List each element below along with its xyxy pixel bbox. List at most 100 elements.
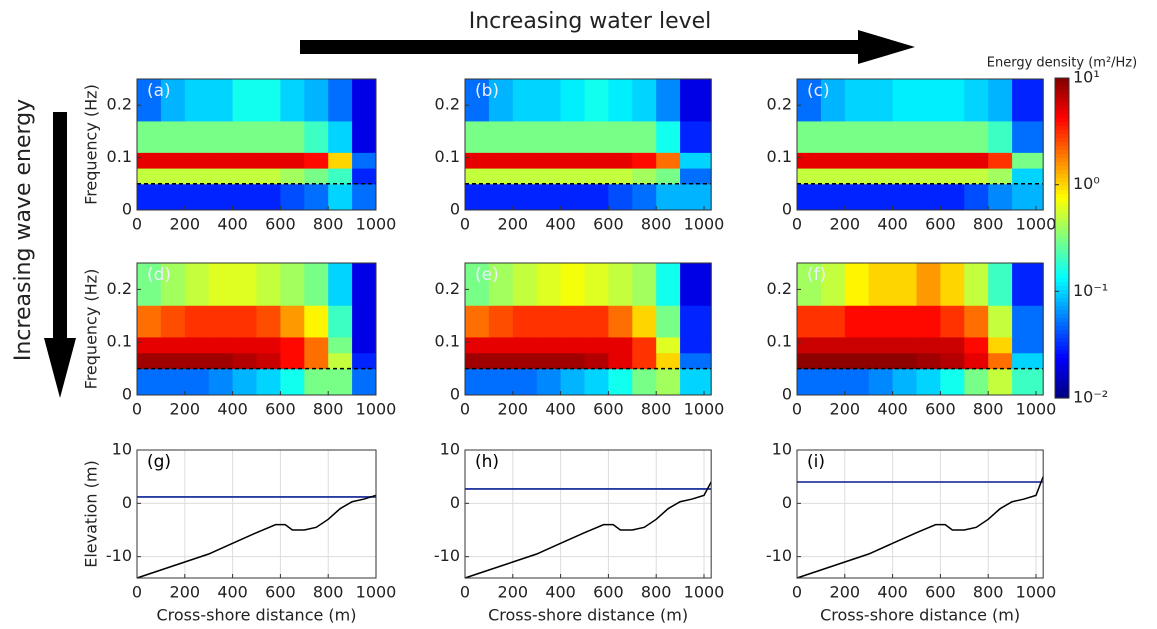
colorbar-band	[1055, 242, 1069, 247]
colorbar-band	[1055, 298, 1069, 303]
colorbar-band	[1055, 182, 1069, 187]
colorbar-band	[1055, 94, 1069, 99]
heatmap-cell	[465, 305, 490, 338]
heatmap-cell	[584, 183, 609, 211]
x-tick-label: 200	[498, 215, 529, 234]
colorbar-band	[1055, 274, 1069, 279]
heatmap-cell	[328, 263, 353, 306]
heatmap-cell	[352, 263, 377, 306]
colorbar-band	[1055, 386, 1069, 391]
heatmap-cell	[892, 79, 917, 122]
heatmap-cell	[964, 305, 989, 338]
heatmap-cell	[964, 79, 989, 122]
heatmap-cell	[797, 120, 822, 153]
heatmap-cell	[797, 336, 822, 354]
y-tick-label: 0.1	[107, 147, 132, 166]
plot-frame	[796, 449, 1044, 579]
x-tick-label: 200	[170, 215, 201, 234]
heatmap-cell	[1012, 183, 1044, 211]
heatmap-cell	[797, 263, 822, 306]
y-tick-label: 0.2	[767, 95, 792, 114]
heatmap-cell	[868, 79, 894, 122]
heatmap-cell	[584, 336, 609, 354]
heatmap-cell	[232, 305, 257, 338]
heatmap-cell	[184, 368, 210, 396]
profile-line	[136, 494, 377, 579]
heatmap-cell	[256, 352, 281, 370]
heatmap-cell	[536, 336, 562, 354]
heatmap-cell	[892, 120, 917, 153]
heatmap-cell	[1012, 305, 1044, 338]
y-axis-label: Elevation (m)	[82, 460, 101, 567]
colorbar-band	[1055, 134, 1069, 139]
x-tick-label: 800	[973, 215, 1004, 234]
panel-label: (h)	[475, 452, 499, 472]
plot-frame	[136, 78, 377, 211]
heatmap-cell	[232, 368, 257, 396]
x-axis-label: Cross-shore distance (m)	[156, 606, 356, 625]
heatmap-cell	[512, 352, 538, 370]
colorbar-band	[1055, 118, 1069, 123]
colorbar-band	[1055, 278, 1069, 283]
colorbar-band	[1055, 250, 1069, 255]
y-tick-label: 0.2	[107, 279, 132, 298]
colorbar-band	[1055, 138, 1069, 143]
y-axis-label: Frequency (Hz)	[82, 269, 101, 390]
heatmap-cell	[656, 368, 681, 396]
heatmap-cell	[584, 79, 609, 122]
colorbar-band	[1055, 126, 1069, 131]
heatmap-cell	[820, 152, 846, 169]
heatmap-cell	[892, 263, 917, 306]
heatmap-cell	[940, 368, 965, 396]
panel: 0 200 400 600 800 1000 0 0.1 0.2 (d) Frequency (Hz…	[82, 262, 396, 419]
heatmap-cell	[916, 352, 941, 370]
colorbar-band	[1055, 102, 1069, 107]
heatmap-cell	[988, 263, 1013, 306]
heatmap-cell	[280, 305, 305, 338]
plot-frame	[464, 449, 712, 579]
heatmap-cell	[465, 336, 490, 354]
x-tick-label: 600	[265, 583, 296, 602]
heatmap-cell	[892, 352, 917, 370]
heatmap-cell	[352, 352, 377, 370]
heatmap-cell	[584, 352, 609, 370]
x-tick-label: 400	[217, 400, 248, 419]
heatmap-cell	[512, 263, 538, 306]
heatmap-cell	[280, 368, 305, 396]
y-tick-label: 0	[122, 200, 132, 219]
colorbar-band	[1055, 158, 1069, 163]
heatmap-cell	[184, 263, 210, 306]
heatmap-cell	[988, 183, 1013, 211]
y-tick-label: 0	[450, 385, 460, 404]
colorbar-band	[1055, 342, 1069, 347]
heatmap-cell	[940, 336, 965, 354]
heatmap-cell	[280, 263, 305, 306]
heatmap-cell	[964, 183, 989, 211]
colorbar-band	[1055, 258, 1069, 263]
colorbar-band	[1055, 186, 1069, 191]
y-tick-label: -10	[106, 546, 132, 565]
colorbar-band	[1055, 210, 1069, 215]
colorbar-band	[1055, 218, 1069, 223]
heatmap-cell	[536, 305, 562, 338]
heatmap-cell	[256, 168, 281, 185]
heatmap-cell	[608, 79, 633, 122]
heatmap-cell	[964, 368, 989, 396]
heatmap-cell	[232, 183, 257, 211]
heatmap-cell	[536, 368, 562, 396]
heatmap-cell	[352, 79, 377, 122]
x-tick-label: 0	[132, 215, 142, 234]
arrow-head	[858, 30, 915, 64]
heatmap-cell	[988, 152, 1013, 169]
heatmap-cell	[868, 352, 894, 370]
heatmap-cell	[137, 352, 162, 370]
heatmap-cell	[280, 79, 305, 122]
colorbar-band	[1055, 362, 1069, 367]
heatmap-cell	[940, 79, 965, 122]
heatmap-cell	[632, 152, 657, 169]
heatmap-cell	[536, 183, 562, 211]
colorbar-band	[1055, 338, 1069, 343]
x-tick-label: 0	[132, 583, 142, 602]
heatmap-cell	[797, 305, 822, 338]
heatmap-cell	[680, 352, 712, 370]
